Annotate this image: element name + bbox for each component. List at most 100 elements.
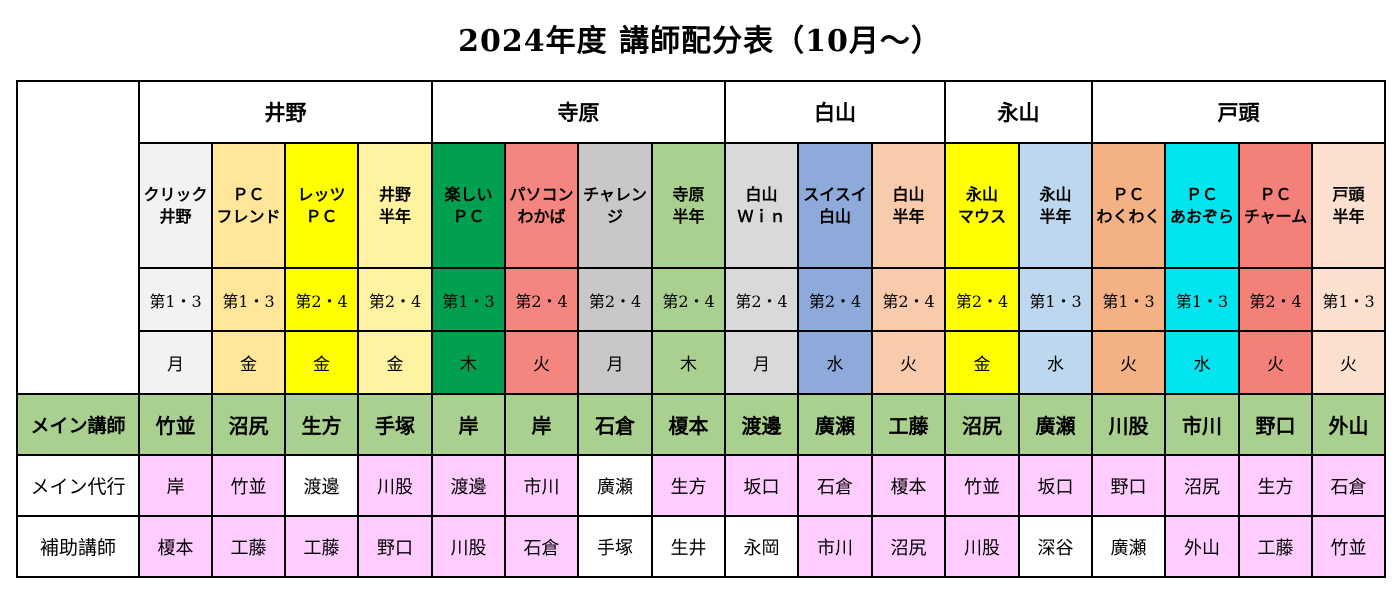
assistant-instructor-row: 補助講師 榎本 工藤 工藤 野口 川股 石倉 手塚 生井 永岡 市川 沼尻 川股 深谷 廣瀬 外山 工藤 竹並 (16, 515, 1387, 578)
main-substitute-cell: 岸 (138, 454, 213, 517)
main-substitute-cell: 榎本 (870, 454, 947, 517)
class-weekday-cell: 木 (651, 330, 726, 395)
class-weekday-cell: 金 (284, 330, 359, 395)
main-substitute-cell: 沼尻 (1164, 454, 1241, 517)
main-substitute-cell: 石倉 (1311, 454, 1387, 517)
main-instructor-cell: 外山 (1311, 393, 1387, 456)
instructor-allocation-table: 井野 寺原 白山 永山 戸頭 クリック 井野 ＰＣ フレンド レッツ ＰＣ 井野 半年… (16, 80, 1387, 578)
main-instructor-cell: 市川 (1164, 393, 1241, 456)
main-instructor-cell: 岸 (431, 393, 506, 456)
assistant-instructor-cell: 野口 (357, 515, 433, 578)
assistant-instructor-cell: 竹並 (1311, 515, 1387, 578)
class-weekday-cell: 水 (1164, 330, 1241, 395)
page-title: 2024年度 講師配分表（10月～） (458, 24, 942, 59)
main-instructor-cell: 野口 (1238, 393, 1314, 456)
class-weekday-cell: 火 (1311, 330, 1387, 395)
class-week-cell: 第1・3 (211, 267, 286, 332)
class-name-cell: 楽しい ＰＣ (431, 142, 506, 269)
main-instructor-cell: 石倉 (577, 393, 653, 456)
class-name-cell: ＰＣ チャーム (1238, 142, 1314, 269)
main-substitute-cell: 石倉 (797, 454, 873, 517)
class-name-cell: 永山 マウス (944, 142, 1021, 269)
class-week-cell: 第2・4 (944, 267, 1021, 332)
class-name-cell: クリック 井野 (138, 142, 213, 269)
assistant-instructor-cell: 深谷 (1018, 515, 1094, 578)
main-instructor-cell: 生方 (284, 393, 359, 456)
class-week-cell: 第2・4 (504, 267, 579, 332)
assistant-instructor-cell: 石倉 (504, 515, 579, 578)
class-week-cell: 第2・4 (1238, 267, 1314, 332)
class-week-cell: 第2・4 (284, 267, 359, 332)
group-header-row: 井野 寺原 白山 永山 戸頭 (16, 80, 1387, 395)
class-week-cell: 第2・4 (577, 267, 653, 332)
assistant-instructor-cell: 工藤 (211, 515, 286, 578)
main-substitute-cell: 野口 (1091, 454, 1167, 517)
main-instructor-cell: 榎本 (651, 393, 726, 456)
main-substitute-cell: 生方 (1238, 454, 1314, 517)
class-week-cell: 第2・4 (357, 267, 433, 332)
main-substitute-cell: 廣瀬 (577, 454, 653, 517)
main-instructor-cell: 竹並 (138, 393, 213, 456)
class-name-cell: パソコン わかば (504, 142, 579, 269)
class-weekday-cell: 金 (944, 330, 1021, 395)
class-name-cell: 白山 Ｗｉｎ (724, 142, 799, 269)
group-header: 井野 (138, 80, 433, 144)
class-weekday-cell: 火 (1238, 330, 1314, 395)
class-name-cell: ＰＣ わくわく (1091, 142, 1167, 269)
assistant-instructor-cell: 外山 (1164, 515, 1241, 578)
main-substitute-cell: 竹並 (944, 454, 1021, 517)
main-substitute-cell: 市川 (504, 454, 579, 517)
assistant-instructor-cell: 工藤 (284, 515, 359, 578)
group-header: 永山 (944, 80, 1094, 144)
assistant-instructor-cell: 川股 (944, 515, 1021, 578)
class-weekday-cell: 月 (138, 330, 213, 395)
assistant-instructor-cell: 川股 (431, 515, 506, 578)
class-week-cell: 第1・3 (1164, 267, 1241, 332)
main-substitute-cell: 坂口 (1018, 454, 1094, 517)
class-week-cell: 第1・3 (138, 267, 213, 332)
group-header: 白山 (723, 80, 947, 144)
class-week-cell: 第2・4 (870, 267, 947, 332)
class-name-cell: ＰＣ あおぞら (1164, 142, 1241, 269)
class-weekday-cell: 木 (431, 330, 506, 395)
class-weekday-cell: 水 (797, 330, 873, 395)
assistant-instructor-cell: 永岡 (724, 515, 799, 578)
assistant-instructor-cell: 沼尻 (870, 515, 947, 578)
class-name-cell: 白山 半年 (870, 142, 947, 269)
class-weekday-cell: 金 (211, 330, 286, 395)
class-name-cell: 寺原 半年 (651, 142, 726, 269)
class-name-cell: チャレン ジ (577, 142, 653, 269)
class-week-cell: 第1・3 (431, 267, 506, 332)
row-label-assistant-instructor: 補助講師 (16, 515, 140, 578)
corner-cell (16, 80, 140, 395)
main-instructor-cell: 廣瀬 (797, 393, 873, 456)
class-weekday-cell: 火 (870, 330, 947, 395)
class-name-cell: 戸頭 半年 (1311, 142, 1387, 269)
class-name-cell: スイスイ 白山 (797, 142, 873, 269)
assistant-instructor-cell: 市川 (797, 515, 873, 578)
row-label-main-substitute: メイン代行 (16, 454, 140, 517)
main-substitute-cell: 生方 (651, 454, 726, 517)
main-instructor-cell: 岸 (504, 393, 579, 456)
main-instructor-cell: 渡邊 (724, 393, 799, 456)
class-weekday-cell: 月 (577, 330, 653, 395)
class-weekday-cell: 月 (724, 330, 799, 395)
assistant-instructor-cell: 生井 (651, 515, 726, 578)
main-substitute-row: メイン代行 岸竹並 渡邊 川股 渡邊 市川 廣瀬 生方 坂口 石倉 榎本 竹並 坂口 野口 沼尻 生方 石倉 (16, 454, 1387, 517)
class-weekday-cell: 火 (1091, 330, 1167, 395)
class-week-cell: 第1・3 (1311, 267, 1387, 332)
assistant-instructor-cell: 工藤 (1238, 515, 1314, 578)
main-substitute-cell: 川股 (357, 454, 433, 517)
class-weekday-cell: 水 (1018, 330, 1094, 395)
main-substitute-cell: 竹並 (211, 454, 286, 517)
main-instructor-cell: 手塚 (357, 393, 433, 456)
main-instructor-cell: 川股 (1091, 393, 1167, 456)
main-substitute-cell: 渡邊 (284, 454, 359, 517)
class-week-cell: 第2・4 (797, 267, 873, 332)
assistant-instructor-cell: 榎本 (138, 515, 213, 578)
class-week-cell: 第1・3 (1018, 267, 1094, 332)
assistant-instructor-cell: 廣瀬 (1091, 515, 1167, 578)
main-instructor-cell: 沼尻 (211, 393, 286, 456)
class-week-cell: 第2・4 (724, 267, 799, 332)
class-name-cell: 永山 半年 (1018, 142, 1094, 269)
